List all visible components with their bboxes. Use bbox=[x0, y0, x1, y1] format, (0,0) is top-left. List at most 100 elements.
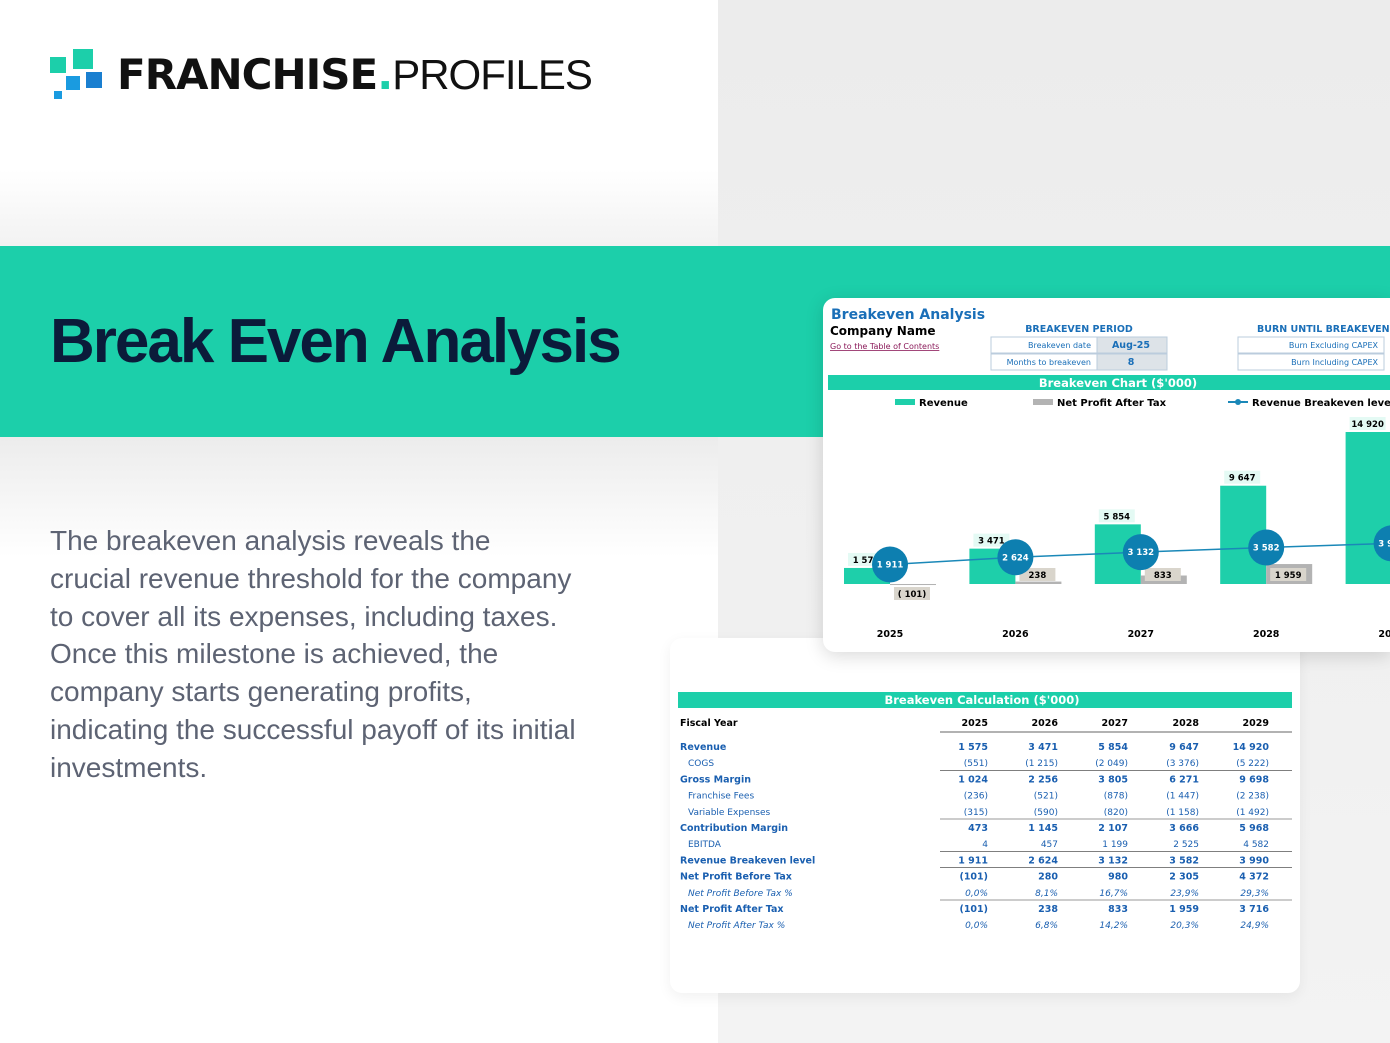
section-heading: BREAKEVEN PERIOD bbox=[1025, 324, 1133, 335]
row-label: Net Profit After Tax bbox=[680, 904, 784, 915]
data-label-bg bbox=[1144, 568, 1181, 581]
cell-value: 5 854 bbox=[1098, 742, 1128, 753]
column-header: 2027 bbox=[1102, 718, 1128, 729]
row-label: Net Profit Before Tax % bbox=[688, 889, 793, 899]
cell-value: 8,1% bbox=[1035, 889, 1058, 899]
cell-value: (3 376) bbox=[1166, 759, 1199, 769]
legend-label: Revenue Breakeven level bbox=[1252, 398, 1390, 409]
paragraph-line: to cover all its expenses, including tax… bbox=[50, 600, 558, 632]
table-title: Breakeven Calculation ($'000) bbox=[884, 693, 1079, 707]
row-label: Net Profit Before Tax bbox=[680, 872, 792, 883]
cell-value: (1 492) bbox=[1236, 808, 1269, 818]
cell-value: 3 805 bbox=[1098, 774, 1128, 785]
cell-value: 457 bbox=[1041, 840, 1058, 850]
data-label-bg bbox=[1098, 509, 1135, 523]
cell-value: 23,9% bbox=[1170, 889, 1199, 899]
cell-value: 4 372 bbox=[1239, 872, 1269, 883]
cell-value: (101) bbox=[959, 904, 988, 915]
legend-label: Net Profit After Tax bbox=[1057, 398, 1167, 409]
cell-value: 1 959 bbox=[1169, 904, 1199, 915]
row-label: Franchise Fees bbox=[688, 792, 754, 802]
cell-value: 1 199 bbox=[1102, 840, 1128, 850]
section-heading: BURN UNTIL BREAKEVEN bbox=[1257, 324, 1390, 335]
marker bbox=[997, 539, 1034, 576]
data-label: 9 647 bbox=[1229, 474, 1256, 484]
cell-value: (5 222) bbox=[1236, 759, 1269, 769]
background bbox=[0, 170, 718, 246]
cell-value: 9 698 bbox=[1239, 774, 1269, 785]
cell-value: 0,0% bbox=[965, 889, 988, 899]
cell-label: Burn Excluding CAPEX bbox=[1289, 341, 1379, 350]
bar bbox=[890, 584, 936, 586]
bar bbox=[1015, 581, 1062, 584]
cell-value: (521) bbox=[1034, 792, 1058, 802]
cell-value: (551) bbox=[964, 759, 988, 769]
cell-value: 2 305 bbox=[1169, 872, 1199, 883]
paragraph: The breakeven analysis reveals the crucia… bbox=[50, 522, 576, 787]
column-header: 2026 bbox=[1032, 718, 1059, 729]
paragraph-line: company starts generating profits, bbox=[50, 676, 472, 708]
data-label-bg bbox=[1270, 568, 1307, 581]
cell-value: 980 bbox=[1108, 872, 1128, 883]
cell-value: (590) bbox=[1034, 808, 1058, 818]
row-label: EBITDA bbox=[688, 840, 722, 850]
cell-value: 1 024 bbox=[958, 774, 988, 785]
data-label: ( 101) bbox=[898, 590, 927, 600]
logo-text: FRANCHISE bbox=[117, 50, 378, 99]
legend-swatch bbox=[1235, 399, 1241, 405]
column-header: Fiscal Year bbox=[680, 718, 738, 729]
cell-value: 1 911 bbox=[958, 855, 988, 866]
cell-value: 3 582 bbox=[1169, 855, 1199, 866]
chart-card: Breakeven Analysis Company Name Go to the … bbox=[823, 298, 1390, 652]
marker bbox=[1122, 534, 1159, 571]
x-tick-label: 2028 bbox=[1253, 629, 1280, 640]
legend-swatch bbox=[1033, 399, 1053, 405]
cell-value: (878) bbox=[1104, 792, 1128, 802]
data-label: 1 575 bbox=[853, 556, 880, 566]
column-header: 2025 bbox=[962, 718, 988, 729]
table-title-band bbox=[678, 692, 1292, 708]
cell-value: 29,3% bbox=[1240, 889, 1269, 899]
cell-value: 3 666 bbox=[1169, 823, 1199, 834]
cell-value: (820) bbox=[1104, 808, 1128, 818]
cell-value: 238 bbox=[1038, 904, 1058, 915]
background bbox=[0, 437, 718, 557]
data-label: 238 bbox=[1029, 571, 1047, 581]
data-label: 3 582 bbox=[1253, 544, 1280, 554]
cell-value: 1 145 bbox=[1028, 823, 1058, 834]
row-label: Gross Margin bbox=[680, 774, 751, 785]
cell-label: Breakeven date bbox=[1028, 341, 1091, 350]
cell-value: 2 107 bbox=[1098, 823, 1128, 834]
company-name: Company Name bbox=[830, 324, 936, 338]
chart-title: Breakeven Chart ($'000) bbox=[1039, 376, 1197, 390]
data-label: 3 132 bbox=[1127, 548, 1154, 558]
paragraph-line: crucial revenue threshold for the compan… bbox=[50, 562, 572, 594]
toc-link[interactable]: Go to the Table of Contents bbox=[830, 342, 939, 351]
x-tick-label: 2026 bbox=[1002, 629, 1029, 640]
x-tick-label: 2027 bbox=[1128, 629, 1154, 640]
cell-value: 4 582 bbox=[1243, 840, 1269, 850]
cell-label: Months to breakeven bbox=[1007, 358, 1091, 367]
row-label: COGS bbox=[688, 759, 714, 769]
data-label: 1 911 bbox=[877, 561, 904, 571]
cell-value: 6 271 bbox=[1169, 774, 1199, 785]
marker bbox=[1248, 529, 1285, 566]
cell-value: 24,9% bbox=[1240, 921, 1269, 931]
cell-value: 3 132 bbox=[1098, 855, 1128, 866]
data-label-bg bbox=[1349, 417, 1386, 430]
cell-value: Aug-25 bbox=[1112, 340, 1150, 351]
cell-value: 3 471 bbox=[1028, 742, 1058, 753]
cell-value: (236) bbox=[964, 792, 988, 802]
legend-label: Revenue bbox=[919, 398, 968, 409]
data-label-bg bbox=[1019, 568, 1056, 581]
data-label: 3 990 bbox=[1378, 539, 1390, 549]
cell-value: 2 624 bbox=[1028, 855, 1058, 866]
cell-value: 20,3% bbox=[1170, 921, 1199, 931]
cell-value: 14,2% bbox=[1099, 921, 1128, 931]
data-label-bg bbox=[1224, 470, 1261, 484]
table: Breakeven Calculation ($'000) Fiscal Year… bbox=[678, 692, 1292, 931]
cell-value: 0,0% bbox=[965, 921, 988, 931]
logo-text: . bbox=[377, 50, 393, 99]
cell-value: 2 256 bbox=[1028, 774, 1058, 785]
